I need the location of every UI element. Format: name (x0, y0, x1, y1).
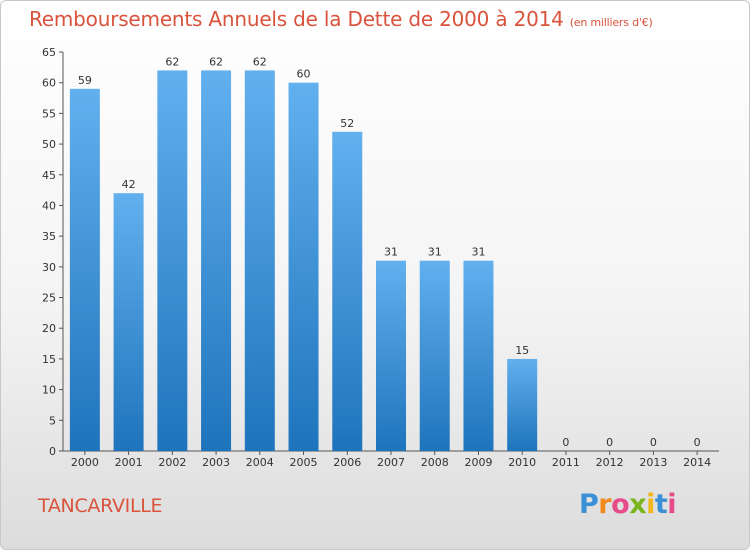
logo-letter: i (646, 489, 655, 520)
bar-value-label: 52 (340, 117, 354, 130)
y-tick-label: 20 (42, 322, 56, 335)
bar-value-label: 62 (209, 55, 223, 68)
x-tick-label: 2002 (158, 456, 186, 469)
bar (69, 88, 100, 451)
x-tick-label: 2003 (202, 456, 230, 469)
x-tick-label: 2008 (421, 456, 449, 469)
y-tick-label: 0 (49, 445, 56, 458)
logo-letter: x (629, 489, 647, 520)
bar (157, 70, 188, 452)
bar-value-label: 62 (165, 55, 179, 68)
chart-title: Remboursements Annuels de la Dette de 20… (29, 7, 653, 31)
x-tick-label: 2014 (683, 456, 711, 469)
bar-value-label: 15 (515, 344, 529, 357)
bar (463, 260, 494, 451)
y-tick-label: 40 (42, 199, 56, 212)
bar-value-label: 0 (606, 436, 613, 449)
bar-value-label: 31 (384, 246, 398, 259)
y-tick-label: 50 (42, 138, 56, 151)
y-tick-label: 15 (42, 353, 56, 366)
bar (507, 358, 538, 451)
bar (113, 193, 144, 451)
bar-value-label: 31 (471, 246, 485, 259)
bar-value-label: 0 (694, 436, 701, 449)
x-tick-label: 2001 (115, 456, 143, 469)
x-tick-label: 2009 (464, 456, 492, 469)
x-tick-label: 2006 (333, 456, 361, 469)
y-tick-label: 10 (42, 384, 56, 397)
bar-value-label: 59 (78, 74, 92, 87)
bar-value-label: 62 (253, 55, 267, 68)
x-tick-label: 2000 (71, 456, 99, 469)
y-tick-label: 45 (42, 169, 56, 182)
logo-letter: i (667, 489, 677, 520)
bar-value-label: 31 (428, 246, 442, 259)
chart-subtitle: (en milliers d'€) (569, 16, 653, 29)
x-tick-label: 2005 (290, 456, 318, 469)
bar (201, 70, 232, 452)
y-tick-label: 30 (42, 261, 56, 274)
y-tick-label: 25 (42, 292, 56, 305)
y-tick-label: 5 (49, 414, 56, 427)
x-tick-label: 2011 (552, 456, 580, 469)
bar-value-label: 60 (297, 68, 311, 81)
bar-value-label: 0 (650, 436, 657, 449)
logo-letter: r (598, 489, 612, 520)
bar (244, 70, 275, 452)
town-name: TANCARVILLE (38, 495, 163, 517)
bar (419, 260, 450, 451)
bar (376, 260, 406, 451)
y-tick-label: 35 (42, 230, 56, 243)
y-tick-label: 55 (42, 107, 56, 120)
x-tick-label: 2007 (377, 456, 405, 469)
y-tick-label: 60 (42, 77, 56, 90)
y-tick-label: 65 (42, 46, 56, 59)
x-tick-label: 2013 (639, 456, 667, 469)
bar-value-label: 42 (122, 178, 136, 191)
logo-letter: o (611, 489, 630, 520)
logo-letter: P (579, 489, 599, 520)
proxiti-logo: Proxiti (579, 489, 677, 520)
logo-letter: t (654, 489, 668, 520)
bar (288, 82, 319, 451)
x-tick-label: 2010 (508, 456, 536, 469)
bar-value-label: 0 (562, 436, 569, 449)
bar (332, 131, 363, 452)
x-tick-label: 2004 (246, 456, 274, 469)
x-tick-label: 2012 (596, 456, 624, 469)
